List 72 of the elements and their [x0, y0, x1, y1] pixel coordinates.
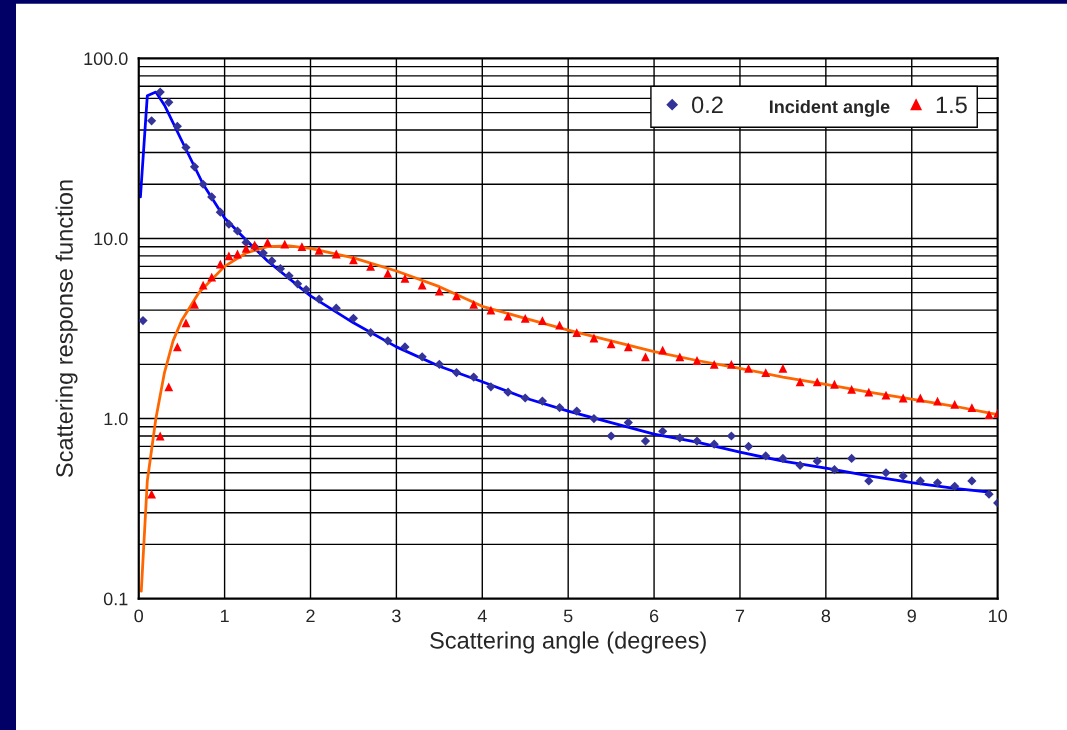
point — [726, 359, 736, 369]
point — [417, 280, 427, 290]
point — [147, 489, 156, 499]
x-tick-label: 8 — [821, 609, 831, 623]
x-tick-label: 5 — [563, 609, 573, 623]
point — [795, 377, 805, 387]
x-tick-label: 10 — [988, 609, 1007, 623]
point — [915, 393, 925, 403]
x-tick-label: 3 — [392, 609, 401, 623]
point — [675, 352, 685, 362]
point — [641, 352, 650, 362]
point — [864, 387, 874, 397]
x-tick-label: 2 — [306, 609, 315, 623]
y-tick-label: 100.0 — [84, 52, 128, 66]
point — [538, 316, 547, 325]
point — [778, 363, 788, 373]
legend-title: Incident angle — [769, 99, 890, 117]
point — [215, 259, 225, 269]
point — [709, 359, 719, 369]
point — [486, 305, 496, 315]
point — [263, 238, 272, 247]
point — [190, 300, 199, 309]
point — [830, 379, 839, 389]
point — [847, 385, 857, 394]
x-tick-label: 0 — [134, 609, 144, 623]
point — [297, 242, 307, 252]
point — [241, 244, 251, 253]
legend-label: 1.5 — [936, 96, 967, 114]
point — [366, 261, 376, 271]
point — [503, 311, 513, 321]
point — [452, 291, 461, 301]
point — [812, 377, 822, 387]
x-tick-label: 7 — [735, 609, 745, 623]
x-tick-label: 4 — [477, 609, 487, 623]
y-axis-title: Scattering response function — [55, 180, 78, 478]
point — [984, 410, 994, 420]
point — [572, 328, 582, 338]
x-tick-label: 9 — [907, 609, 916, 623]
point — [400, 274, 410, 283]
legend-label: 0.2 — [691, 96, 723, 114]
point — [207, 272, 217, 282]
point — [434, 286, 444, 296]
point — [155, 431, 165, 441]
point — [606, 339, 616, 349]
point — [224, 251, 234, 261]
y-tick-label: 10.0 — [94, 232, 128, 246]
point — [692, 356, 702, 365]
point — [383, 268, 393, 278]
point — [658, 345, 668, 355]
point — [172, 342, 182, 352]
point — [314, 245, 324, 255]
point — [181, 318, 191, 328]
point — [198, 280, 208, 290]
y-tick-label: 1.0 — [104, 412, 128, 426]
point — [331, 249, 341, 259]
point — [967, 403, 977, 412]
point — [520, 313, 530, 323]
point — [555, 320, 564, 330]
point — [950, 399, 960, 409]
point — [761, 368, 771, 377]
point — [164, 382, 174, 392]
y-tick-label: 0.1 — [103, 592, 128, 606]
point — [898, 393, 908, 403]
point — [280, 239, 290, 249]
x-tick-label: 6 — [649, 609, 659, 623]
point — [623, 342, 633, 352]
point — [744, 363, 753, 373]
point — [589, 333, 599, 343]
x-axis-title: Scattering angle (degrees) — [430, 631, 706, 654]
point — [349, 255, 358, 265]
point — [469, 300, 479, 309]
x-tick-label: 1 — [220, 609, 229, 623]
